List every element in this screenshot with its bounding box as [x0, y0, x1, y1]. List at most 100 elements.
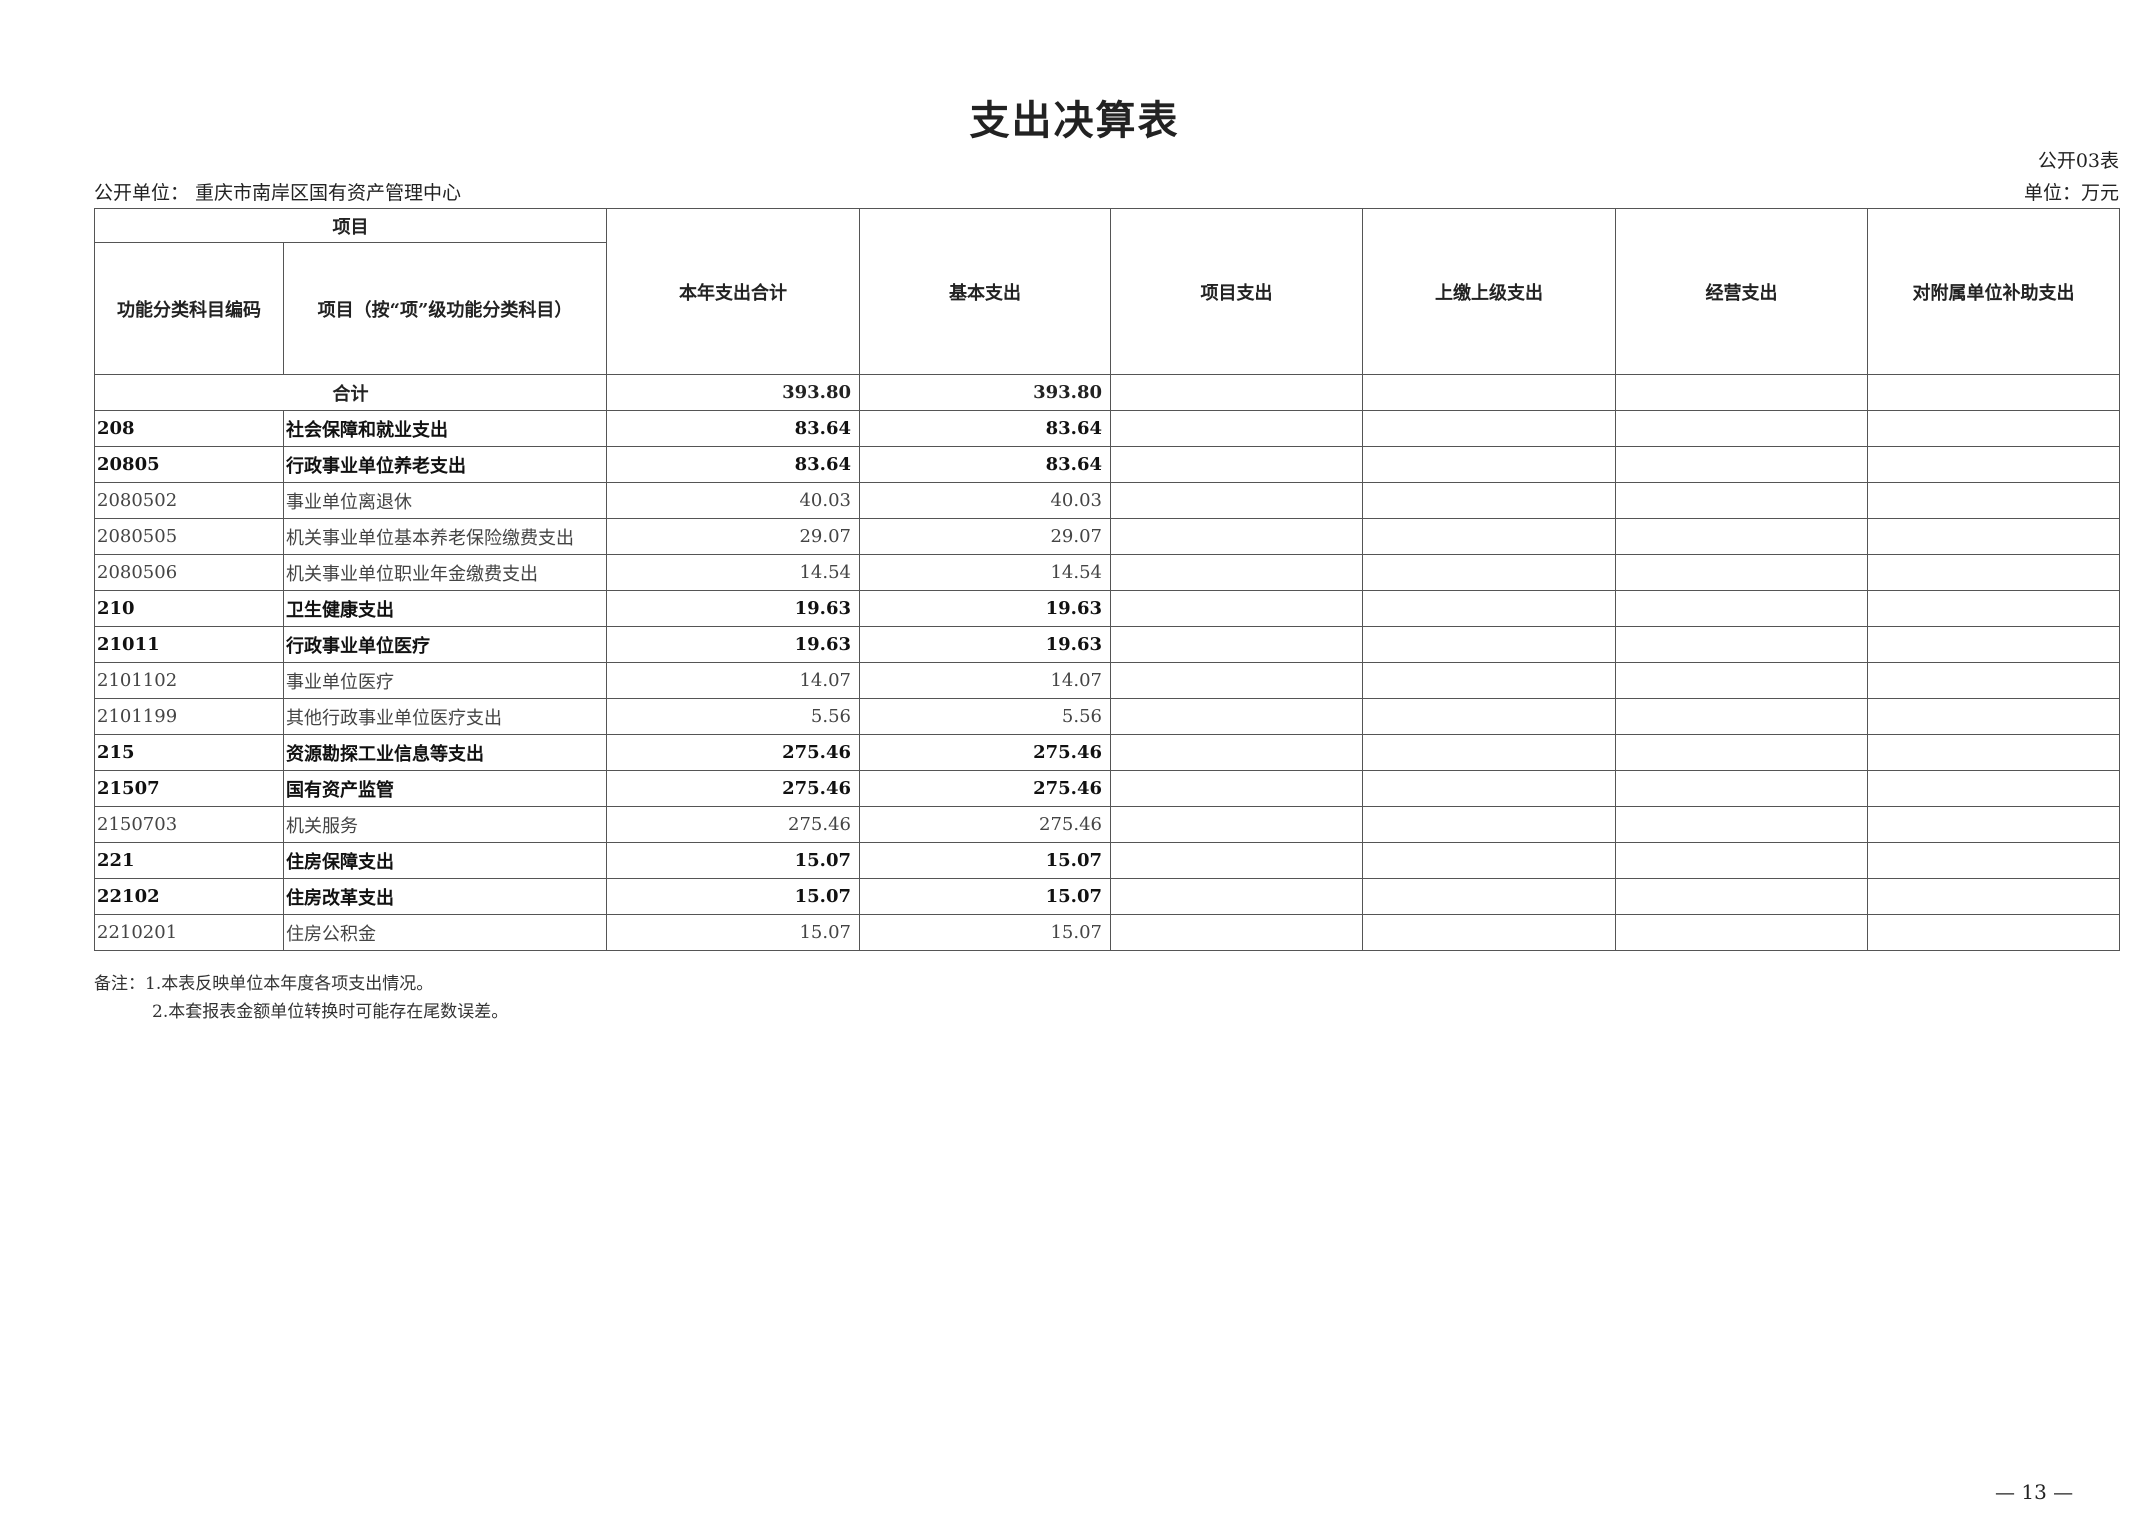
- row-code: 208: [94, 410, 284, 447]
- empty-cell: [1362, 590, 1616, 627]
- page-number: — 13 —: [1995, 1480, 2074, 1504]
- table-row: 2101102 事业单位医疗 14.07 14.07: [94, 662, 2120, 699]
- empty-cell: [1867, 698, 2120, 735]
- empty-cell: [1362, 734, 1616, 771]
- table-row: 22102 住房改革支出 15.07 15.07: [94, 878, 2120, 915]
- empty-cell: [1615, 518, 1868, 555]
- empty-cell: [1867, 806, 2120, 843]
- row-name: 行政事业单位养老支出: [283, 446, 607, 483]
- row-name: 行政事业单位医疗: [283, 626, 607, 663]
- row-basic: 19.63: [859, 626, 1111, 663]
- empty-cell: [1362, 518, 1616, 555]
- empty-cell: [1110, 662, 1363, 699]
- row-total: 275.46: [606, 734, 860, 771]
- row-code: 2080505: [94, 518, 284, 555]
- row-code: 215: [94, 734, 284, 771]
- row-name: 国有资产监管: [283, 770, 607, 807]
- row-name: 社会保障和就业支出: [283, 410, 607, 447]
- row-basic: 29.07: [859, 518, 1111, 555]
- empty-cell: [1867, 482, 2120, 519]
- header-subsidy: 对附属单位补助支出: [1867, 208, 2120, 375]
- row-total: 40.03: [606, 482, 860, 519]
- row-total: 14.07: [606, 662, 860, 699]
- row-basic: 15.07: [859, 842, 1111, 879]
- table-row: 21011 行政事业单位医疗 19.63 19.63: [94, 626, 2120, 663]
- empty-cell: [1867, 626, 2120, 663]
- row-name: 机关服务: [283, 806, 607, 843]
- empty-cell: [1110, 806, 1363, 843]
- row-name: 事业单位离退休: [283, 482, 607, 519]
- empty-cell: [1362, 914, 1616, 951]
- row-basic: 19.63: [859, 590, 1111, 627]
- empty-cell: [1362, 446, 1616, 483]
- empty-cell: [1615, 482, 1868, 519]
- table-row: 208 社会保障和就业支出 83.64 83.64: [94, 410, 2120, 447]
- empty-cell: [1110, 734, 1363, 771]
- empty-cell: [1110, 410, 1363, 447]
- empty-cell: [1615, 554, 1868, 591]
- row-total: 83.64: [606, 410, 860, 447]
- row-total: 83.64: [606, 446, 860, 483]
- row-name: 其他行政事业单位医疗支出: [283, 698, 607, 735]
- row-name: 卫生健康支出: [283, 590, 607, 627]
- table-row: 2150703 机关服务 275.46 275.46: [94, 806, 2120, 843]
- row-code: 22102: [94, 878, 284, 915]
- empty-cell: [1867, 662, 2120, 699]
- empty-cell: [1110, 914, 1363, 951]
- note-1: 备注：1.本表反映单位本年度各项支出情况。: [94, 974, 434, 994]
- row-name: 机关事业单位基本养老保险缴费支出: [283, 518, 607, 555]
- row-total: 19.63: [606, 626, 860, 663]
- row-basic: 275.46: [859, 770, 1111, 807]
- row-code: 21507: [94, 770, 284, 807]
- row-basic: 83.64: [859, 410, 1111, 447]
- empty-cell: [1110, 518, 1363, 555]
- note-2: 2.本套报表金额单位转换时可能存在尾数误差。: [152, 1002, 509, 1022]
- empty-cell: [1867, 770, 2120, 807]
- table-row: 20805 行政事业单位养老支出 83.64 83.64: [94, 446, 2120, 483]
- page-title: 支出决算表: [969, 97, 1180, 144]
- empty-cell: [1615, 590, 1868, 627]
- row-code: 2101199: [94, 698, 284, 735]
- header-business: 经营支出: [1615, 208, 1868, 375]
- empty-cell: [1867, 734, 2120, 771]
- row-code: 20805: [94, 446, 284, 483]
- empty-cell: [1615, 626, 1868, 663]
- empty-cell: [1867, 410, 2120, 447]
- empty-cell: [1615, 914, 1868, 951]
- form-number: 公开03表: [2037, 150, 2119, 172]
- header-project: 项目支出: [1110, 208, 1363, 375]
- row-name: 事业单位医疗: [283, 662, 607, 699]
- header-basic: 基本支出: [859, 208, 1111, 375]
- empty-cell: [1615, 662, 1868, 699]
- row-code: 2080506: [94, 554, 284, 591]
- row-total: 15.07: [606, 842, 860, 879]
- empty-cell: [1867, 914, 2120, 951]
- expenditure-table: 项目 本年支出合计 基本支出 项目支出 上缴上级支出 经营支出 对附属单位补助支…: [94, 208, 2120, 951]
- row-code: 2080502: [94, 482, 284, 519]
- row-basic: 275.46: [859, 734, 1111, 771]
- empty-cell: [1110, 626, 1363, 663]
- row-code: 21011: [94, 626, 284, 663]
- empty-cell: [1867, 878, 2120, 915]
- row-total: 15.07: [606, 914, 860, 951]
- empty-cell: [1615, 842, 1868, 879]
- row-total: 5.56: [606, 698, 860, 735]
- table-row: 2101199 其他行政事业单位医疗支出 5.56 5.56: [94, 698, 2120, 735]
- header-upper: 上缴上级支出: [1362, 208, 1616, 375]
- empty-cell: [1615, 770, 1868, 807]
- header-code: 功能分类科目编码: [94, 242, 284, 375]
- empty-cell: [1867, 446, 2120, 483]
- empty-cell: [1867, 518, 2120, 555]
- empty-cell: [1110, 554, 1363, 591]
- row-basic: 275.46: [859, 806, 1111, 843]
- empty-cell: [1615, 446, 1868, 483]
- total-label: 合计: [94, 374, 607, 411]
- empty-cell: [1362, 842, 1616, 879]
- row-basic: 14.54: [859, 554, 1111, 591]
- row-basic: 40.03: [859, 482, 1111, 519]
- empty-cell: [1615, 698, 1868, 735]
- empty-cell: [1110, 878, 1363, 915]
- empty-cell: [1362, 770, 1616, 807]
- row-name: 资源勘探工业信息等支出: [283, 734, 607, 771]
- row-basic: 5.56: [859, 698, 1111, 735]
